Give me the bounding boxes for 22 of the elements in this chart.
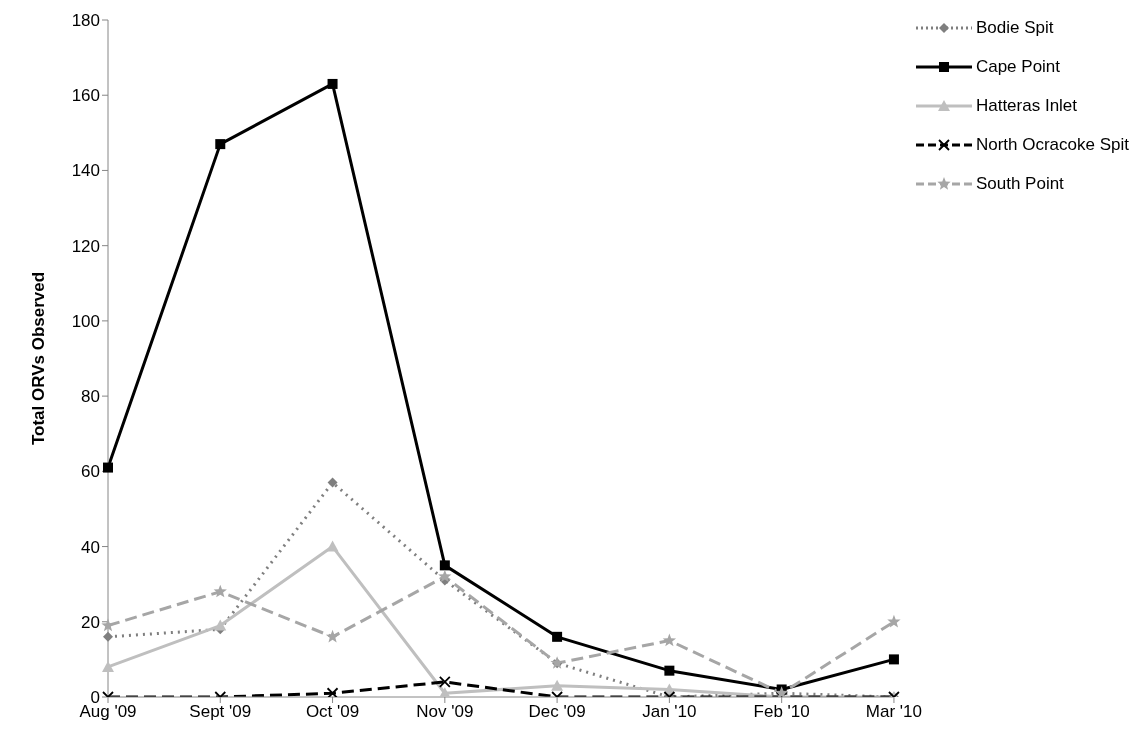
y-tick-label: 100: [71, 311, 100, 331]
y-tick-label: 160: [71, 86, 100, 106]
x-tick-label: Feb '10: [753, 702, 810, 722]
y-tick-label: 40: [81, 537, 100, 557]
y-tick-label: 180: [71, 11, 100, 31]
y-tick-label: 80: [81, 387, 100, 407]
legend-label: North Ocracoke Spit: [975, 134, 1129, 155]
x-tick-label: Nov '09: [416, 702, 474, 722]
x-tick-label: Mar '10: [865, 702, 923, 722]
legend-label: Cape Point: [975, 56, 1061, 77]
legend-label: South Point: [975, 173, 1064, 194]
x-tick-label: Jan '10: [642, 702, 697, 722]
y-axis-title: Total ORVs Observed: [29, 271, 49, 446]
y-tick-label: 20: [81, 612, 100, 632]
x-tick-label: Dec '09: [528, 702, 586, 722]
x-tick-label: Oct '09: [305, 702, 360, 722]
legend-label: Hatteras Inlet: [975, 95, 1078, 116]
y-tick-label: 60: [81, 462, 100, 482]
x-tick-label: Sept '09: [189, 702, 252, 722]
y-tick-label: 140: [71, 161, 100, 181]
legend-label: Bodie Spit: [975, 17, 1054, 38]
y-tick-label: 120: [71, 236, 100, 256]
